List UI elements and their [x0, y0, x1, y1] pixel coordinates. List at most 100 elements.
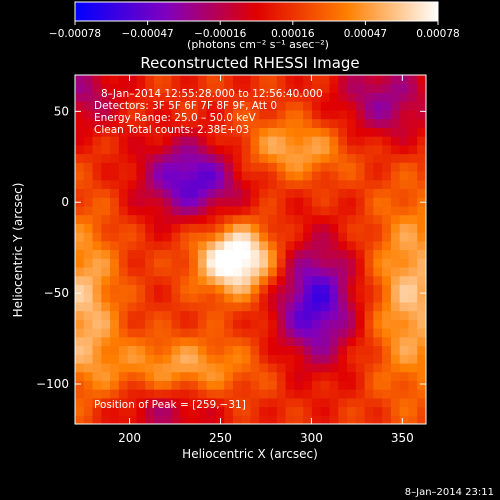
heatmap-cell: [83, 284, 94, 294]
heatmap-cell: [417, 415, 426, 424]
heatmap-cell: [417, 345, 426, 355]
heatmap-cell: [364, 415, 374, 424]
heatmap-cell: [259, 205, 269, 216]
heatmap-cell: [75, 170, 85, 181]
heatmap-cell: [206, 223, 216, 233]
heatmap-cell: [75, 275, 85, 285]
heatmap-cell: [162, 188, 173, 198]
heatmap-cell: [215, 197, 225, 207]
heatmap-cell: [206, 301, 216, 312]
heatmap-cell: [110, 223, 120, 233]
heatmap-cell: [189, 127, 199, 137]
heatmap-cell: [355, 127, 366, 137]
heatmap-cell: [329, 389, 339, 399]
heatmap-cell: [250, 127, 260, 137]
heatmap-cell: [92, 397, 102, 408]
heatmap-cell: [338, 170, 348, 181]
heatmap-cell: [224, 118, 234, 128]
heatmap-cell: [285, 153, 295, 163]
heatmap-cell: [320, 380, 331, 390]
heatmap-cell: [127, 232, 138, 242]
heatmap-cell: [75, 284, 85, 294]
heatmap-cell: [136, 92, 146, 102]
heatmap-cell: [364, 328, 374, 338]
heatmap-cell: [232, 144, 243, 155]
heatmap-cell: [285, 240, 295, 251]
heatmap-cell: [329, 275, 339, 285]
heatmap-cell: [101, 223, 111, 233]
heatmap-cell: [355, 197, 366, 207]
heatmap-cell: [417, 301, 426, 312]
heatmap-cell: [171, 232, 181, 242]
heatmap-cell: [232, 179, 243, 190]
heatmap-cell: [224, 415, 234, 424]
heatmap-cell: [268, 197, 278, 207]
heatmap-cell: [180, 371, 190, 381]
heatmap-cell: [153, 406, 164, 416]
heatmap-cell: [224, 188, 234, 198]
heatmap-cell: [145, 389, 155, 399]
heatmap-cell: [110, 258, 120, 268]
heatmap-cell: [408, 310, 418, 320]
heatmap-cell: [189, 362, 199, 373]
heatmap-cell: [347, 205, 357, 216]
heatmap-cell: [250, 354, 260, 364]
heatmap-cell: [250, 397, 260, 408]
heatmap-cell: [311, 92, 322, 102]
heatmap-cell: [382, 240, 392, 251]
heatmap-cell: [303, 389, 313, 399]
heatmap-cell: [408, 249, 418, 259]
heatmap-cell: [399, 266, 410, 277]
heatmap-cell: [189, 371, 199, 381]
heatmap-cell: [329, 197, 339, 207]
heatmap-cell: [162, 258, 173, 268]
heatmap-cell: [153, 179, 164, 190]
heatmap-cell: [110, 109, 120, 120]
heatmap-cell: [110, 127, 120, 137]
annotation-block: 8–Jan–2014 12:55:28.000 to 12:56:40.000D…: [94, 88, 323, 136]
heatmap-cell: [373, 249, 383, 259]
heatmap-cell: [232, 249, 243, 259]
heatmap-cell: [311, 328, 322, 338]
heatmap-cell: [171, 319, 181, 329]
heatmap-cell: [206, 258, 216, 268]
heatmap-cell: [399, 188, 410, 198]
heatmap-cell: [83, 92, 94, 102]
heatmap-cell: [101, 109, 111, 120]
heatmap-cell: [110, 240, 120, 251]
heatmap-cell: [347, 406, 357, 416]
heatmap-cell: [224, 397, 234, 408]
heatmap-cell: [92, 336, 102, 347]
heatmap-cell: [241, 214, 252, 224]
heatmap-cell: [189, 406, 199, 416]
heatmap-cell: [197, 275, 208, 285]
heatmap-cell: [206, 197, 216, 207]
heatmap-cell: [189, 214, 199, 224]
heatmap-cell: [268, 136, 278, 146]
heatmap-cell: [215, 258, 225, 268]
heatmap-cell: [92, 310, 102, 320]
heatmap-cell: [259, 83, 269, 94]
heatmap-cell: [399, 354, 410, 364]
heatmap-cell: [153, 258, 164, 268]
heatmap-cell: [250, 75, 260, 85]
heatmap-cell: [382, 197, 392, 207]
heatmap-cell: [101, 266, 111, 277]
heatmap-cell: [417, 240, 426, 251]
heatmap-cell: [215, 293, 225, 303]
heatmap-cell: [373, 275, 383, 285]
heatmap-cell: [250, 214, 260, 224]
heatmap-cell: [83, 310, 94, 320]
heatmap-cell: [92, 284, 102, 294]
heatmap-cell: [162, 293, 173, 303]
heatmap-cell: [224, 179, 234, 190]
heatmap-cell: [390, 258, 401, 268]
heatmap-cell: [347, 144, 357, 155]
heatmap-cell: [408, 362, 418, 373]
heatmap-cell: [92, 266, 102, 277]
heatmap-cell: [110, 397, 120, 408]
heatmap-cell: [180, 328, 190, 338]
heatmap-cell: [75, 223, 85, 233]
heatmap-cell: [382, 153, 392, 163]
heatmap-cell: [241, 310, 252, 320]
